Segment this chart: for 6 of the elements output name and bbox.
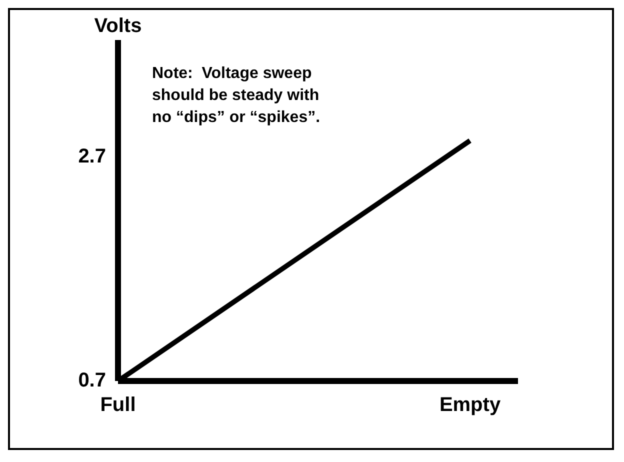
y-axis-title: Volts	[94, 15, 142, 37]
x-tick-label: Empty	[439, 394, 502, 416]
y-tick-label: 2.7	[78, 146, 106, 168]
y-tick-label: 0.7	[78, 369, 106, 392]
annotation: Note: Voltage sweep should be steady with no “dips” or “spikes”.	[152, 65, 320, 126]
x-tick-label: Full	[100, 394, 136, 416]
